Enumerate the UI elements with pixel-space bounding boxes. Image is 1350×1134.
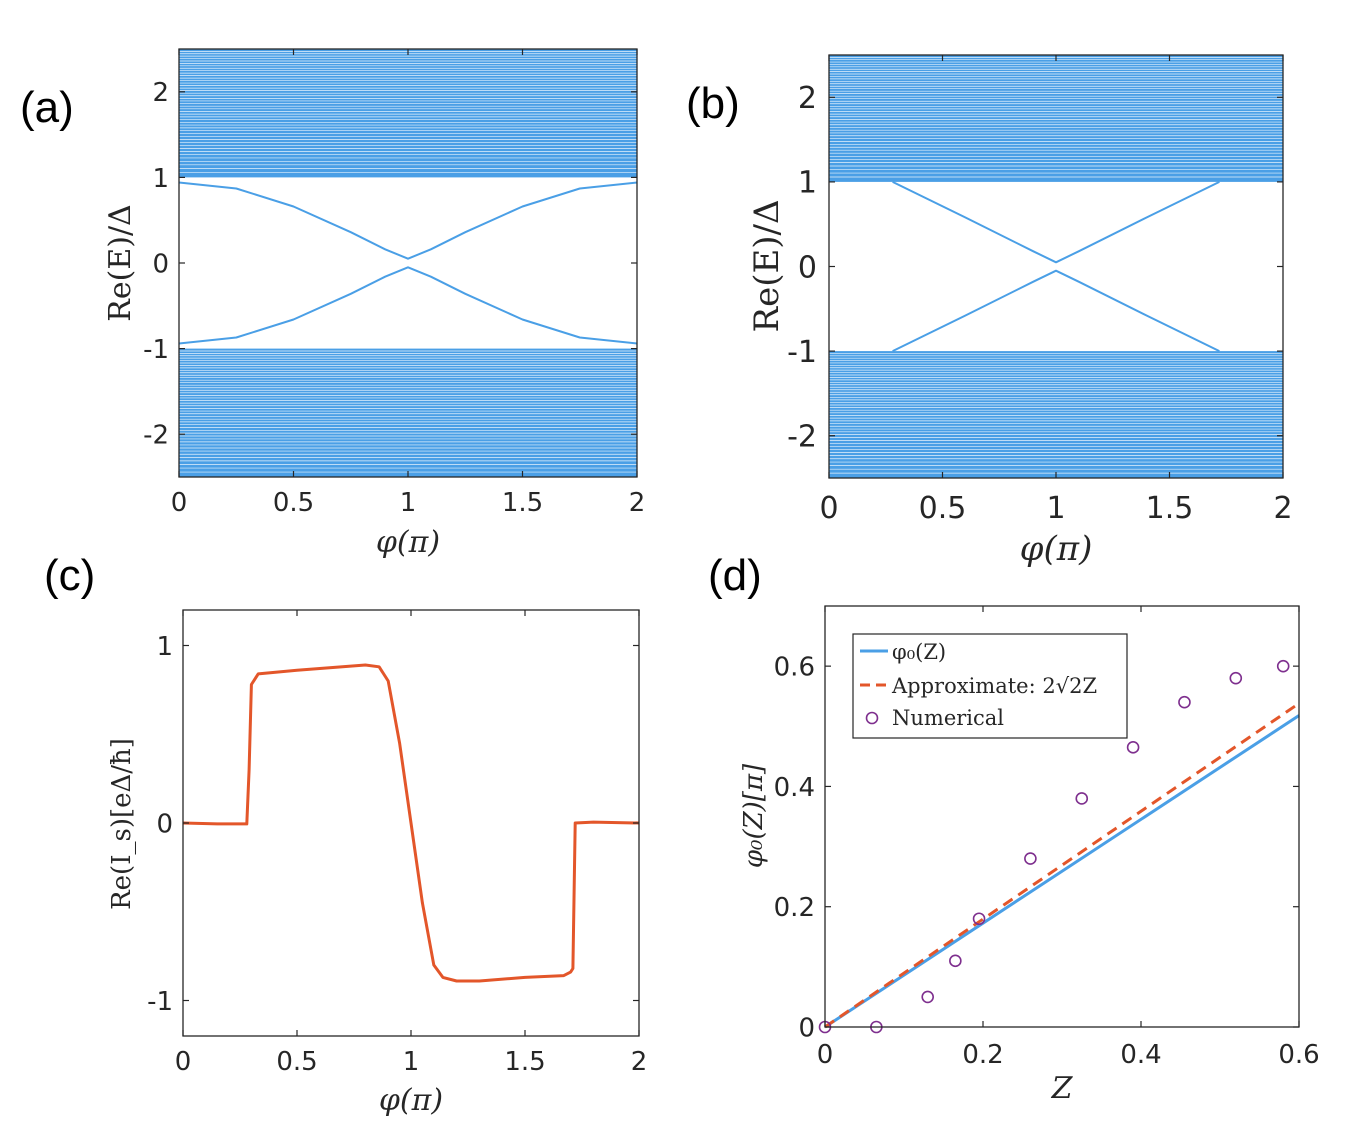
numerical-point <box>1024 852 1037 865</box>
legend-item-approximate: Approximate: 2√2Z <box>891 674 1097 698</box>
numerical-point <box>1075 792 1089 805</box>
panel-d-chart: 0 0.2 0.4 0.6 0 0.2 0.4 0.6 Z φ₀(Z)[π] φ₀(Z) Ap… <box>739 605 1320 1106</box>
series-line <box>178 181 638 260</box>
y-tick-label: 2 <box>798 81 817 116</box>
y-tick-label: 1 <box>156 632 173 662</box>
x-tick-label: 0.6 <box>1278 1040 1319 1070</box>
panel-a-xlabel: φ(π) <box>376 525 440 560</box>
panel-c-xlabel: φ(π) <box>379 1083 443 1118</box>
x-tick-label: 1 <box>400 488 417 518</box>
x-tick-label: 2 <box>1273 491 1292 526</box>
panel-b-bound-states <box>892 181 1220 352</box>
y-tick-label: 1 <box>798 166 817 201</box>
legend-item-phi0: φ₀(Z) <box>892 640 946 664</box>
panel-a-label: (a) <box>20 83 74 132</box>
y-tick-label: 2 <box>152 78 169 108</box>
x-tick-label: 1 <box>403 1047 420 1077</box>
panel-d-legend: φ₀(Z) Approximate: 2√2Z Numerical <box>852 633 1128 739</box>
panel-d-xlabel: Z <box>1051 1071 1074 1106</box>
panel-a-ylabel: Re(E)/Δ <box>103 204 138 321</box>
series-line <box>178 266 638 345</box>
x-tick-label: 0.2 <box>962 1040 1003 1070</box>
numerical-point <box>921 990 935 1004</box>
y-tick-label: -1 <box>143 335 169 365</box>
y-tick-label: 0 <box>798 1013 815 1043</box>
x-tick-label: 1.5 <box>504 1047 545 1077</box>
panel-d-ylabel: φ₀(Z)[π] <box>739 763 769 868</box>
y-tick-label: -2 <box>787 420 817 455</box>
x-tick-label: 1.5 <box>1146 491 1194 526</box>
panel-a-continuum-bands <box>179 49 637 477</box>
legend-marker-swatch <box>865 711 879 725</box>
numerical-point <box>1126 741 1140 754</box>
numerical-point <box>1178 695 1191 709</box>
y-tick-label: -1 <box>787 335 817 370</box>
panel-b-ticks: 0 0.5 1 1.5 2 -2 -1 0 1 2 <box>787 55 1293 526</box>
numerical-point <box>1276 659 1290 673</box>
panel-c-label: (c) <box>44 551 95 600</box>
x-tick-label: 0.5 <box>273 488 314 518</box>
panel-d-label: (d) <box>708 551 762 600</box>
legend-item-numerical: Numerical <box>892 706 1004 730</box>
panel-a-chart: 0 0.5 1 1.5 2 -2 -1 0 1 2 φ(π) Re(E)/Δ <box>103 48 645 560</box>
x-tick-label: 0.4 <box>1120 1040 1161 1070</box>
x-tick-label: 0 <box>171 488 188 518</box>
x-tick-label: 2 <box>629 488 646 518</box>
x-tick-label: 0 <box>817 1040 834 1070</box>
panel-c-ticks: 0 0.5 1 1.5 2-101 <box>147 610 647 1077</box>
panel-c-current-curve <box>182 663 640 983</box>
x-tick-label: 0 <box>819 491 838 526</box>
series-line <box>892 269 1220 352</box>
legend-box <box>852 633 1128 739</box>
x-tick-label: 1.5 <box>502 488 543 518</box>
panel-b-xlabel: φ(π) <box>1020 529 1093 569</box>
series-line <box>182 663 640 983</box>
y-tick-label: 0.4 <box>774 773 815 803</box>
series-line <box>892 181 1220 264</box>
panel-a-ticks: 0 0.5 1 1.5 2 -2 -1 0 1 2 <box>143 49 645 518</box>
series-line <box>824 714 1300 1029</box>
panel-b-chart: 0 0.5 1 1.5 2 -2 -1 0 1 2 φ(π) Re(E)/Δ <box>747 54 1293 569</box>
y-tick-label: 0.2 <box>774 893 815 923</box>
panel-d-axes-box <box>824 605 1300 1028</box>
numerical-point <box>949 954 962 968</box>
panel-b-continuum-bands <box>829 55 1283 478</box>
numerical-point <box>1229 671 1243 685</box>
y-tick-label: -1 <box>147 987 173 1017</box>
x-tick-label: 0 <box>175 1047 192 1077</box>
x-tick-label: 1 <box>1046 491 1065 526</box>
panel-d-ticks: 0 0.2 0.4 0.6 0 0.2 0.4 0.6 <box>774 606 1320 1070</box>
y-tick-label: 0 <box>798 250 817 285</box>
x-tick-label: 2 <box>631 1047 648 1077</box>
y-tick-label: -2 <box>143 421 169 451</box>
y-tick-label: 1 <box>152 164 169 194</box>
y-tick-label: 0 <box>156 809 173 839</box>
x-tick-label: 0.5 <box>276 1047 317 1077</box>
panel-b-label: (b) <box>686 79 740 128</box>
panel-c-ylabel: Re(I_s)[eΔ/ħ] <box>107 738 137 910</box>
panel-b-ylabel: Re(E)/Δ <box>747 199 787 332</box>
panel-d-series <box>818 659 1300 1034</box>
panel-c-chart: 0 0.5 1 1.5 2-101 φ(π) Re(I_s)[eΔ/ħ] <box>107 609 647 1118</box>
numerical-point <box>972 912 986 926</box>
series-line <box>824 702 1300 1029</box>
y-tick-label: 0 <box>152 249 169 279</box>
y-tick-label: 0.6 <box>774 653 815 683</box>
x-tick-label: 0.5 <box>919 491 967 526</box>
panel-a-bound-states <box>178 181 638 345</box>
